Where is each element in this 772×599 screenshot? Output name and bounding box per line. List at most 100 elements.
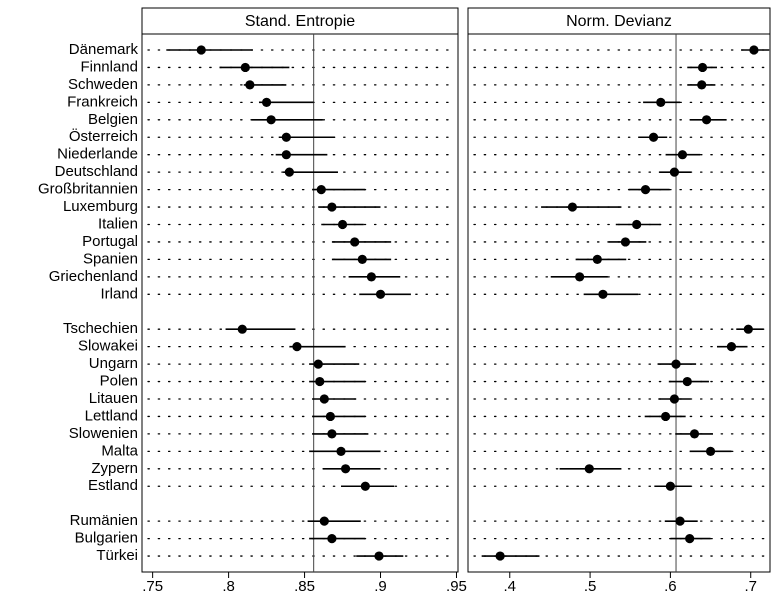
panel-header — [467, 7, 771, 35]
estimate-dot — [682, 376, 692, 387]
estimate-dot — [325, 411, 335, 422]
category-label: Slowenien — [69, 425, 138, 442]
estimate-dot — [575, 272, 585, 282]
category-label: Finnland — [80, 58, 138, 75]
category-label: Spanien — [83, 250, 138, 267]
estimate-dot — [620, 237, 631, 247]
estimate-dot — [701, 115, 712, 125]
estimate-dot — [327, 202, 337, 212]
estimate-dot — [705, 446, 716, 456]
estimate-dot — [319, 516, 329, 526]
estimate-dot — [375, 289, 386, 299]
estimate-dot — [584, 464, 594, 474]
estimate-dot — [313, 359, 323, 369]
x-tick-label: .7 — [744, 578, 757, 594]
estimate-dot — [240, 62, 250, 73]
estimate-dot — [567, 202, 578, 212]
estimate-dot — [671, 359, 681, 369]
x-tick-label: .4 — [504, 578, 517, 594]
category-label: Türkei — [96, 547, 138, 564]
category-label: Tschechien — [63, 320, 138, 337]
estimate-dot — [675, 516, 685, 526]
estimate-dot — [350, 237, 360, 247]
category-label: Bulgarien — [75, 530, 138, 547]
category-label: Dänemark — [69, 41, 139, 58]
estimate-dot — [315, 376, 325, 387]
estimate-dot — [669, 394, 680, 404]
category-label: Niederlande — [57, 146, 138, 163]
category-label: Großbritannien — [38, 181, 138, 198]
estimate-dot — [685, 534, 695, 544]
estimate-dot — [340, 464, 351, 474]
estimate-dot — [632, 219, 642, 230]
estimate-dot — [281, 150, 291, 160]
estimate-dot — [336, 446, 346, 456]
estimate-dot — [374, 551, 384, 561]
estimate-dot — [237, 324, 247, 334]
estimate-dot — [665, 481, 676, 491]
category-label: Litauen — [89, 390, 138, 407]
category-label: Ungarn — [89, 355, 138, 372]
category-label: Griechenland — [49, 268, 138, 285]
category-label: Zypern — [91, 460, 138, 477]
category-label: Estland — [88, 477, 138, 494]
estimate-dot — [360, 481, 370, 491]
plot-frame — [141, 33, 459, 573]
category-label: Österreich — [69, 127, 138, 145]
estimate-dot — [656, 97, 666, 107]
estimate-dot — [677, 150, 688, 160]
plot-frame — [467, 33, 771, 573]
estimate-dot — [316, 185, 326, 195]
category-label: Malta — [101, 442, 138, 459]
category-label: Belgien — [88, 111, 138, 128]
category-label: Rumänien — [70, 512, 138, 529]
estimate-dot — [640, 185, 651, 195]
x-tick-label: .85 — [294, 578, 315, 594]
estimate-dot — [245, 80, 255, 90]
estimate-dot — [281, 132, 291, 142]
category-label: Polen — [100, 373, 138, 390]
category-label: Frankreich — [67, 93, 138, 110]
estimate-dot — [749, 45, 759, 55]
estimate-dot — [495, 551, 505, 561]
estimate-dot — [726, 342, 737, 352]
panel-title: Stand. Entropie — [245, 13, 355, 30]
estimate-dot — [743, 324, 753, 334]
category-label: Irland — [100, 285, 138, 302]
category-label: Lettland — [85, 407, 138, 424]
estimate-dot — [697, 80, 707, 90]
estimate-dot — [327, 429, 337, 439]
estimate-dot — [592, 254, 602, 264]
estimate-dot — [697, 62, 708, 73]
x-tick-label: .6 — [664, 578, 677, 594]
estimate-dot — [284, 167, 294, 177]
estimate-dot — [319, 394, 329, 404]
estimate-dot — [327, 534, 337, 544]
x-tick-label: .75 — [142, 578, 163, 594]
estimate-dot — [357, 254, 367, 264]
category-label: Portugal — [82, 233, 138, 250]
category-label: Slowakei — [78, 338, 138, 355]
estimate-dot — [337, 219, 348, 230]
estimate-dot — [689, 429, 700, 439]
x-tick-label: .5 — [584, 578, 597, 594]
x-tick-label: .8 — [222, 578, 235, 594]
estimate-dot — [598, 289, 608, 299]
estimate-dot — [669, 167, 680, 177]
category-label: Luxemburg — [63, 198, 138, 215]
panel-header — [141, 7, 459, 35]
estimate-dot — [196, 45, 206, 55]
estimate-dot — [648, 132, 659, 142]
estimate-dot — [366, 272, 377, 282]
estimate-dot — [266, 115, 276, 125]
x-tick-label: .95 — [446, 578, 467, 594]
category-label: Italien — [98, 215, 138, 232]
estimate-dot — [660, 411, 671, 422]
estimate-dot — [261, 97, 272, 107]
category-label: Schweden — [68, 76, 138, 93]
panel-title: Norm. Devianz — [566, 13, 672, 30]
category-label: Deutschland — [55, 163, 138, 180]
estimate-dot — [292, 342, 302, 352]
x-tick-label: .9 — [374, 578, 387, 594]
